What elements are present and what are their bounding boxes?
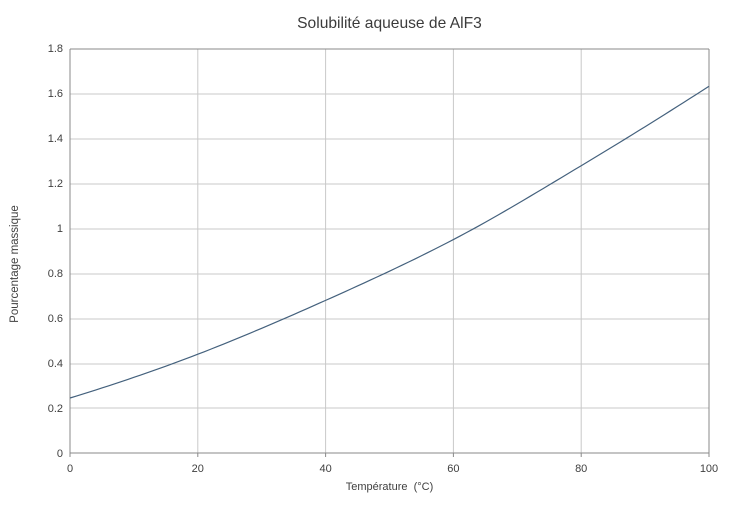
svg-text:60: 60 — [447, 463, 459, 475]
svg-text:1.8: 1.8 — [48, 43, 63, 55]
svg-text:1: 1 — [57, 223, 63, 235]
svg-text:1.6: 1.6 — [48, 88, 63, 100]
svg-text:0.2: 0.2 — [48, 403, 63, 415]
svg-text:40: 40 — [319, 463, 331, 475]
svg-text:0: 0 — [67, 463, 73, 475]
svg-text:1.2: 1.2 — [48, 178, 63, 190]
svg-text:100: 100 — [700, 463, 718, 475]
svg-text:20: 20 — [192, 463, 204, 475]
svg-text:0: 0 — [57, 448, 63, 460]
svg-text:1.4: 1.4 — [48, 133, 63, 145]
svg-text:80: 80 — [575, 463, 587, 475]
svg-text:0.4: 0.4 — [48, 358, 63, 370]
svg-text:0.8: 0.8 — [48, 268, 63, 280]
svg-text:0.6: 0.6 — [48, 313, 63, 325]
